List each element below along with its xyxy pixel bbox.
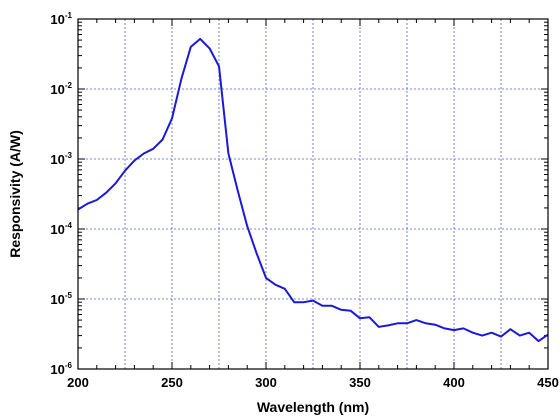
y-tick-labels: 10-6 10-5 10-4 10-3 10-2 10-1 <box>50 11 72 377</box>
y-tick-label: 10-2 <box>50 81 72 97</box>
x-tick-label: 450 <box>537 375 559 390</box>
x-tick-label: 200 <box>67 375 89 390</box>
y-tick-label: 10-6 <box>50 361 72 377</box>
data-series <box>77 37 549 343</box>
responsivity-line <box>77 37 549 343</box>
x-tick-label: 250 <box>161 375 183 390</box>
grid-lines <box>78 19 548 369</box>
y-tick-label: 10-4 <box>50 221 72 237</box>
x-tick-labels: 200 250 300 350 400 450 <box>67 375 559 390</box>
y-tick-label: 10-5 <box>50 291 72 307</box>
y-tick-label: 10-3 <box>50 151 72 167</box>
x-axis-title: Wavelength (nm) <box>257 399 369 415</box>
x-tick-label: 350 <box>349 375 371 390</box>
y-tick-label: 10-1 <box>50 11 72 27</box>
x-tick-label: 400 <box>443 375 465 390</box>
x-tick-label: 300 <box>255 375 277 390</box>
plot-frame <box>77 18 549 370</box>
y-axis-title: Responsivity (A/W) <box>7 130 23 258</box>
